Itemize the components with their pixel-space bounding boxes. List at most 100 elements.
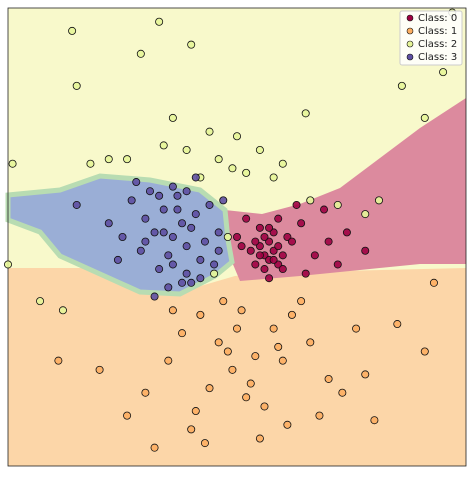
data-point bbox=[113, 255, 122, 264]
data-point bbox=[200, 439, 209, 448]
data-point bbox=[150, 228, 159, 237]
data-point bbox=[292, 200, 301, 209]
data-point bbox=[214, 246, 223, 255]
data-point bbox=[168, 260, 177, 269]
data-point bbox=[237, 306, 246, 315]
data-point bbox=[333, 200, 342, 209]
legend-label: Class: 1 bbox=[418, 26, 457, 37]
data-point bbox=[214, 155, 223, 164]
data-point bbox=[155, 17, 164, 26]
data-point bbox=[370, 416, 379, 425]
data-point bbox=[164, 283, 173, 292]
data-point bbox=[287, 237, 296, 246]
data-point bbox=[306, 196, 315, 205]
data-point bbox=[306, 338, 315, 347]
data-point bbox=[219, 196, 228, 205]
data-point bbox=[205, 384, 214, 393]
data-point bbox=[361, 246, 370, 255]
data-point bbox=[255, 251, 264, 260]
region-class-1 bbox=[8, 268, 466, 466]
legend-label: Class: 0 bbox=[418, 13, 457, 24]
data-point bbox=[320, 205, 329, 214]
data-point bbox=[260, 265, 269, 274]
data-point bbox=[68, 26, 77, 35]
data-point bbox=[301, 269, 310, 278]
data-point bbox=[269, 173, 278, 182]
data-point bbox=[191, 210, 200, 219]
plot-frame bbox=[7, 7, 467, 467]
data-point bbox=[86, 159, 95, 168]
data-point bbox=[232, 132, 241, 141]
data-point bbox=[132, 178, 141, 187]
data-point bbox=[36, 297, 45, 306]
data-point bbox=[136, 246, 145, 255]
data-point bbox=[429, 278, 438, 287]
data-point bbox=[232, 232, 241, 241]
data-point bbox=[342, 228, 351, 237]
data-point bbox=[361, 210, 370, 219]
data-point bbox=[297, 219, 306, 228]
data-point bbox=[173, 205, 182, 214]
data-point bbox=[118, 232, 127, 241]
data-point bbox=[223, 347, 232, 356]
data-point bbox=[297, 297, 306, 306]
data-point bbox=[278, 159, 287, 168]
data-point bbox=[104, 155, 113, 164]
data-point bbox=[283, 420, 292, 429]
data-point bbox=[269, 324, 278, 333]
data-point bbox=[164, 251, 173, 260]
data-point bbox=[214, 228, 223, 237]
data-point bbox=[278, 265, 287, 274]
data-point bbox=[310, 251, 319, 260]
data-point bbox=[196, 274, 205, 283]
data-point bbox=[8, 159, 17, 168]
data-point bbox=[232, 324, 241, 333]
data-point bbox=[361, 370, 370, 379]
data-point bbox=[324, 237, 333, 246]
data-point bbox=[214, 338, 223, 347]
data-point bbox=[155, 191, 164, 200]
data-point bbox=[127, 196, 136, 205]
data-point bbox=[397, 81, 406, 90]
data-point bbox=[191, 407, 200, 416]
data-point bbox=[141, 237, 150, 246]
data-point bbox=[205, 127, 214, 136]
data-point bbox=[278, 356, 287, 365]
legend-marker bbox=[406, 14, 414, 22]
data-point bbox=[260, 232, 269, 241]
data-point bbox=[251, 352, 260, 361]
data-point bbox=[251, 237, 260, 246]
data-point bbox=[187, 425, 196, 434]
data-point bbox=[274, 242, 283, 251]
data-point bbox=[136, 49, 145, 58]
data-point bbox=[72, 200, 81, 209]
data-point bbox=[182, 145, 191, 154]
data-point bbox=[104, 219, 113, 228]
data-point bbox=[255, 145, 264, 154]
data-point bbox=[301, 109, 310, 118]
legend-marker bbox=[406, 40, 414, 48]
data-point bbox=[178, 278, 187, 287]
data-point bbox=[123, 155, 132, 164]
data-point bbox=[159, 141, 168, 150]
data-point bbox=[255, 223, 264, 232]
data-point bbox=[242, 168, 251, 177]
data-point bbox=[228, 164, 237, 173]
legend-marker bbox=[406, 27, 414, 35]
legend: Class: 0 Class: 1 Class: 2 Class: 3 bbox=[399, 10, 463, 66]
data-point bbox=[274, 342, 283, 351]
data-point bbox=[274, 214, 283, 223]
data-point bbox=[141, 214, 150, 223]
data-point bbox=[178, 329, 187, 338]
data-point bbox=[187, 40, 196, 49]
legend-label: Class: 2 bbox=[418, 39, 457, 50]
data-point bbox=[374, 196, 383, 205]
data-point bbox=[269, 255, 278, 264]
legend-label: Class: 3 bbox=[418, 52, 457, 63]
data-point bbox=[182, 269, 191, 278]
data-point bbox=[182, 242, 191, 251]
data-point bbox=[196, 255, 205, 264]
data-point bbox=[420, 113, 429, 122]
data-point bbox=[58, 306, 67, 315]
data-point bbox=[54, 356, 63, 365]
